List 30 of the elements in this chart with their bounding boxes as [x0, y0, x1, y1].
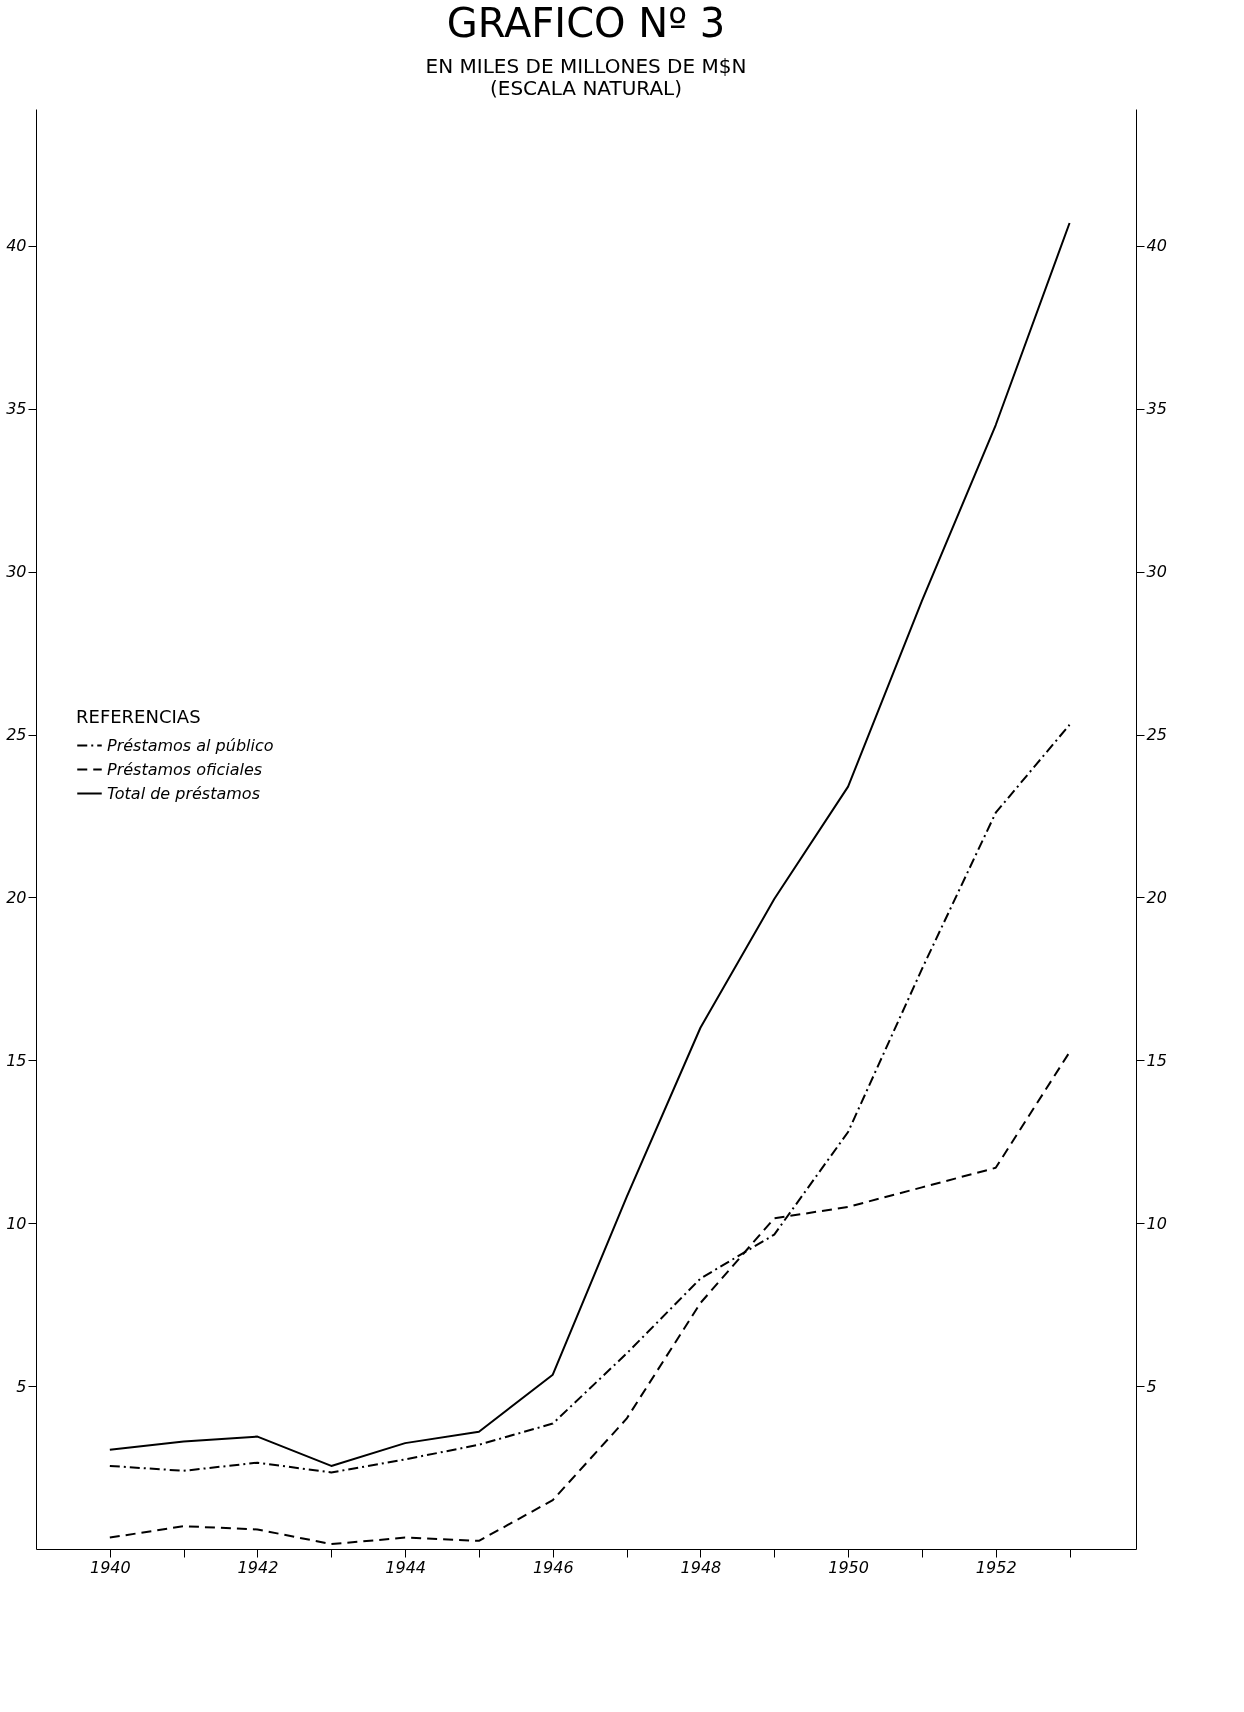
x-tick-label: 1944 — [385, 1557, 426, 1577]
y2-tick-label: 10 — [1146, 1213, 1167, 1233]
x-tick-label: 1940 — [89, 1557, 131, 1577]
x-tick-label: 1950 — [828, 1557, 869, 1577]
x-tick-label: 1946 — [532, 1557, 574, 1577]
y-tick-label: 30 — [6, 562, 27, 582]
y2-tick-label: 40 — [1146, 236, 1167, 256]
y-tick-label: 15 — [6, 1050, 27, 1070]
y-tick-label: 20 — [6, 887, 27, 907]
legend-label: Préstamos al público — [107, 735, 274, 755]
y2-tick-label: 20 — [1146, 887, 1167, 907]
legend-title: REFERENCIAS — [76, 706, 201, 727]
y2-tick-label: 35 — [1146, 399, 1167, 419]
x-tick-label: 1942 — [237, 1557, 279, 1577]
y-tick-label: 25 — [6, 725, 27, 745]
y2-tick-label: 30 — [1146, 562, 1167, 582]
y2-tick-label: 15 — [1146, 1050, 1167, 1070]
y-tick-label: 10 — [6, 1213, 27, 1233]
text: (ESCALA NATURAL) — [489, 76, 683, 100]
chart-title: GRAFICO Nº 3 — [446, 0, 726, 46]
x-tick-label: 1948 — [680, 1557, 722, 1577]
legend-label: Total de préstamos — [107, 783, 260, 803]
y-tick-label: 40 — [6, 236, 27, 256]
chart-subtitle: EN MILES DE MILLONES DE M$N — [425, 54, 747, 78]
x-tick-label: 1952 — [975, 1557, 1017, 1577]
y2-tick-label: 5 — [1146, 1376, 1157, 1396]
y2-tick-label: 25 — [1146, 725, 1167, 745]
y-tick-label: 5 — [16, 1376, 27, 1396]
y-tick-label: 35 — [6, 399, 27, 419]
legend-label: Préstamos oficiales — [107, 759, 263, 779]
